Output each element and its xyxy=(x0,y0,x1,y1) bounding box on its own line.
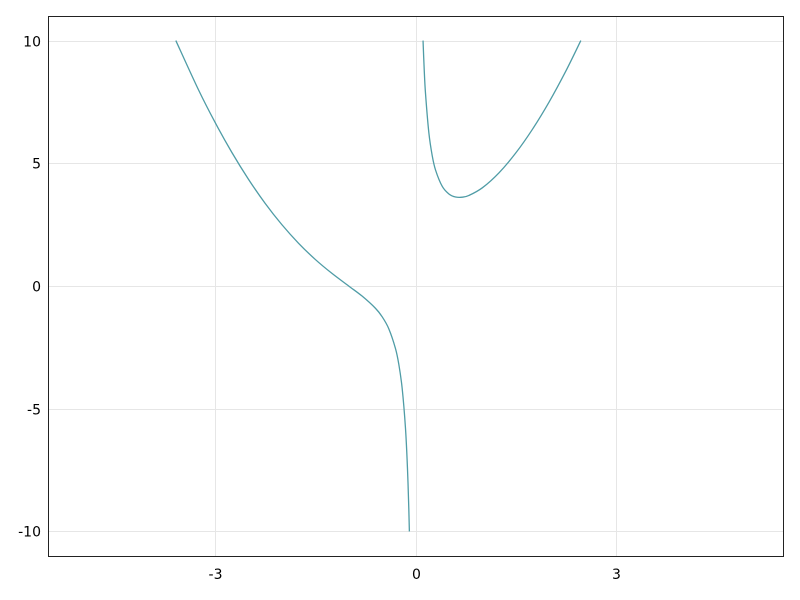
plot-frame xyxy=(48,16,784,557)
x-axis: -3 0 3 xyxy=(209,567,621,583)
y-tick-label: -10 xyxy=(18,525,41,541)
x-tick-label: 0 xyxy=(412,567,421,583)
y-tick-label: 5 xyxy=(32,157,41,173)
x-tick-label: 3 xyxy=(612,567,621,583)
series-line-2 xyxy=(422,40,582,199)
y-tick-label: 10 xyxy=(23,35,41,51)
series-lines xyxy=(175,40,582,532)
y-axis: -10 -5 0 5 10 xyxy=(18,35,41,541)
y-tick-label: 0 xyxy=(32,280,41,296)
series-line-1 xyxy=(175,40,411,532)
y-tick-label: -5 xyxy=(27,403,41,419)
grid xyxy=(48,16,783,556)
x-tick-label: -3 xyxy=(209,567,223,583)
